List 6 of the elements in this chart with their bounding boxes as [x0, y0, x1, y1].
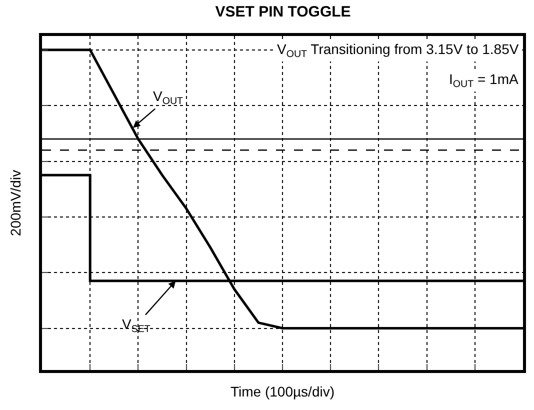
chart-title: VSET PIN TOGGLE — [215, 4, 351, 21]
y-axis-title: 200mV/div — [8, 170, 24, 236]
x-axis-title: Time (100µs/div) — [230, 383, 335, 400]
annotation: I$_{OUT}$ = 1mA — [449, 71, 519, 90]
annotation: V$_{OUT}$ — [153, 88, 184, 107]
annotation: V$_{OUT}$ Transitioning from 3.15V to 1.85V — [277, 41, 520, 60]
